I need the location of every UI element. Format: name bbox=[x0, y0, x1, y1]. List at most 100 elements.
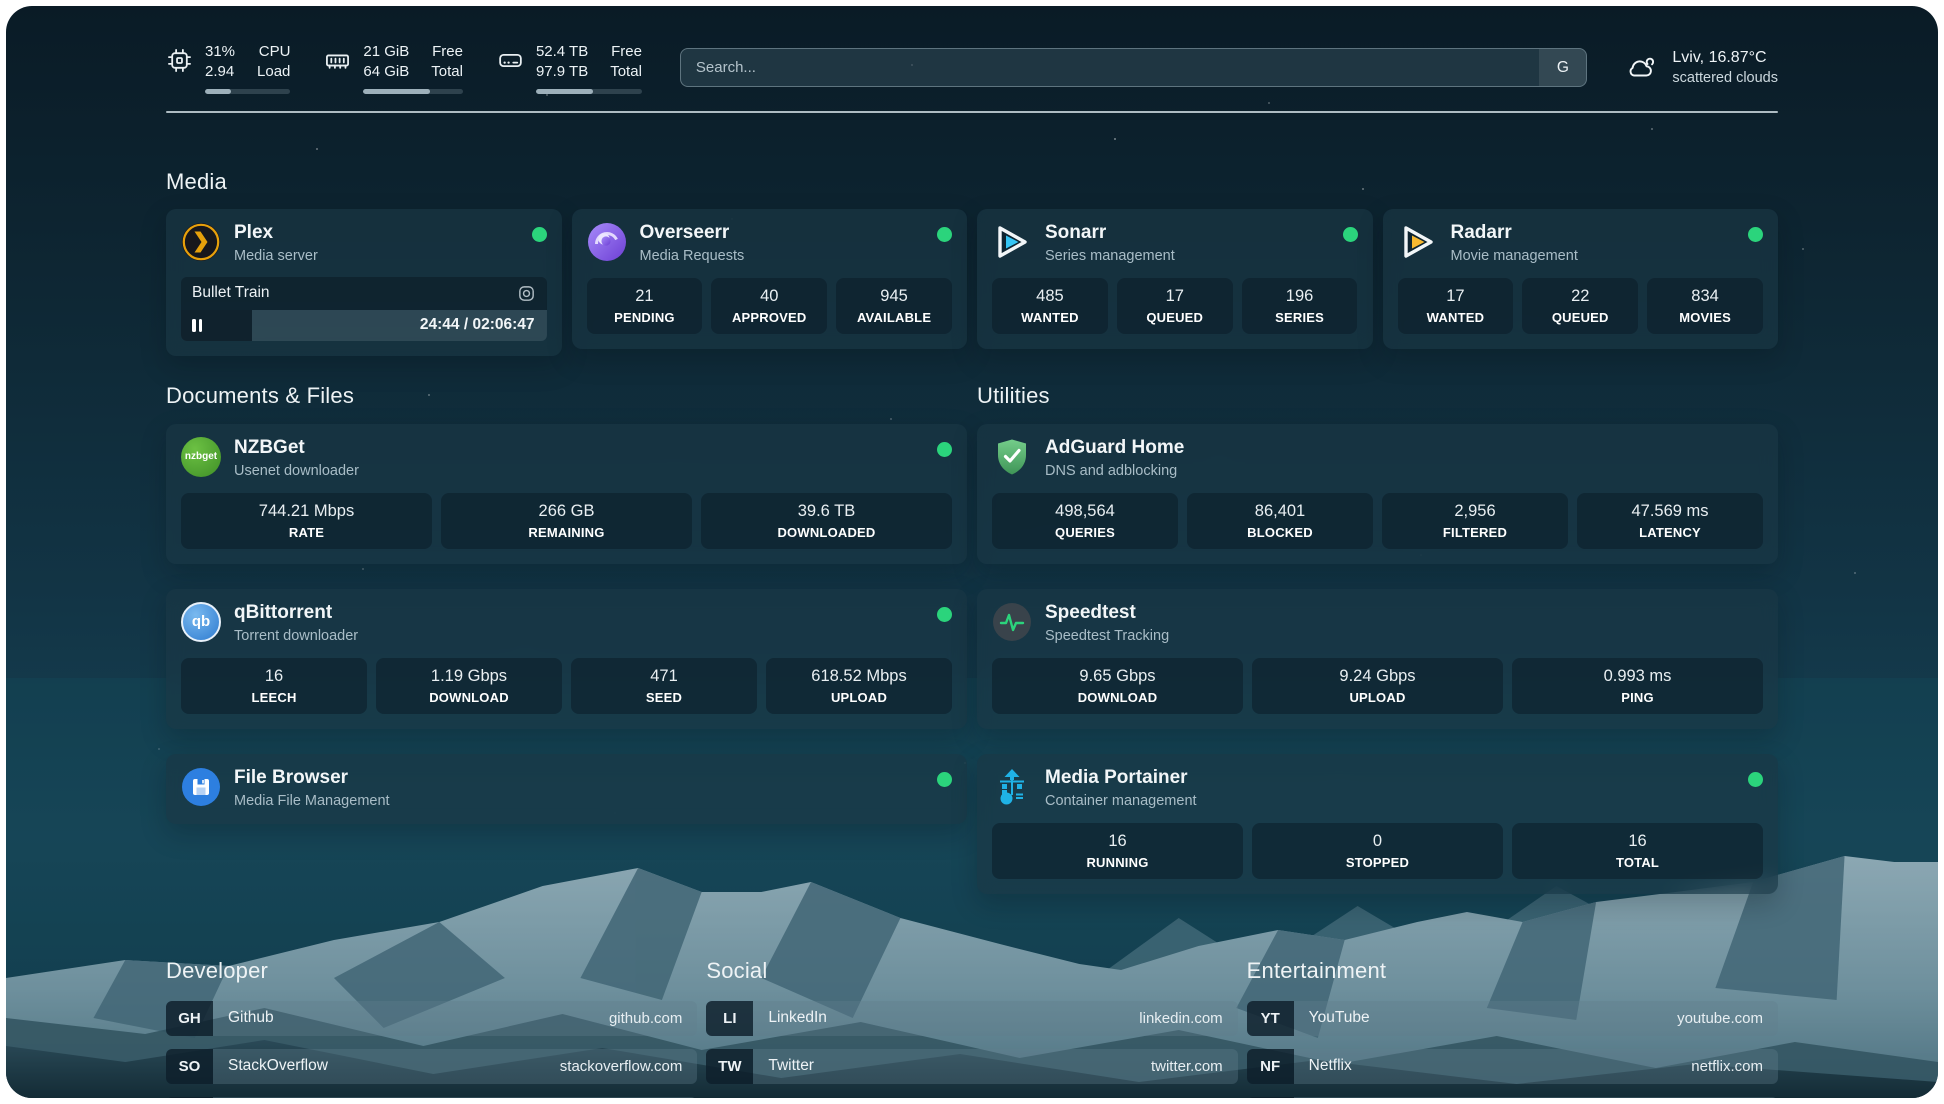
cpu-load-label: Load bbox=[257, 62, 291, 80]
cpu-label: CPU bbox=[258, 43, 291, 60]
dashboard-screen: 31% 2.94 CPU Load bbox=[6, 6, 1938, 1098]
hard-drive-icon bbox=[499, 53, 522, 68]
bookmark-linkedin[interactable]: LI LinkedIn linkedin.com bbox=[706, 1000, 1238, 1036]
bookmark-youtube[interactable]: YT YouTube youtube.com bbox=[1246, 1000, 1778, 1036]
stats-row: 21 PENDING 40 APPROVED 945 AVAILABLE bbox=[586, 277, 953, 334]
bookmark-label: Twitter bbox=[768, 1057, 814, 1075]
stat-upload: 618.52 Mbps UPLOAD bbox=[766, 657, 952, 714]
bookmark-twitter[interactable]: TW Twitter twitter.com bbox=[706, 1048, 1238, 1084]
bookmark-abbr: LI bbox=[706, 1000, 754, 1036]
app-description: Media server bbox=[234, 247, 318, 264]
stat-queries: 498,564 QUERIES bbox=[992, 492, 1178, 549]
bookmark-abbr: TW bbox=[706, 1048, 754, 1084]
sonarr-icon bbox=[992, 222, 1032, 262]
app-card-plex[interactable]: Plex Media server Bullet Train bbox=[166, 208, 562, 356]
app-name: File Browser bbox=[234, 766, 349, 788]
app-card-radarr[interactable]: Radarr Movie management 17 WANTED 22 QUE… bbox=[1382, 208, 1778, 349]
app-name: qBittorrent bbox=[234, 601, 333, 623]
memory-total-label: Total bbox=[431, 62, 463, 80]
app-card-speedtest[interactable]: Speedtest Speedtest Tracking 9.65 Gbps D… bbox=[977, 588, 1778, 729]
app-card-adguard[interactable]: AdGuard Home DNS and adblocking 498,564 … bbox=[977, 423, 1778, 564]
disk-free-value: 52.4 TB bbox=[535, 43, 589, 60]
app-name: Overseerr bbox=[639, 221, 730, 243]
app-card-filebrowser[interactable]: File Browser Media File Management bbox=[166, 753, 967, 824]
app-description: Torrent downloader bbox=[234, 627, 359, 644]
mountain-background bbox=[6, 678, 1938, 1098]
bookmark-github[interactable]: GH Github github.com bbox=[166, 1000, 698, 1036]
media-card-grid: Plex Media server Bullet Train bbox=[166, 208, 1778, 356]
bookmark-stackoverflow[interactable]: SO StackOverflow stackoverflow.com bbox=[166, 1048, 698, 1084]
nzbget-icon: nzbget bbox=[181, 436, 221, 477]
stat-approved: 40 APPROVED bbox=[711, 277, 828, 334]
app-name: Media Portainer bbox=[1045, 766, 1188, 788]
stat-movies: 834 MOVIES bbox=[1647, 277, 1763, 334]
stats-row: 498,564 QUERIES 86,401 BLOCKED 2,956 FIL… bbox=[992, 492, 1763, 549]
app-card-sonarr[interactable]: Sonarr Series management 485 WANTED 17 Q… bbox=[977, 208, 1373, 349]
stat-wanted: 17 WANTED bbox=[1397, 277, 1514, 334]
documents-column: Documents & Files nzbget NZBGet Usenet d… bbox=[166, 383, 967, 824]
app-card-overseerr[interactable]: Overseerr Media Requests 21 PENDING 40 A… bbox=[571, 208, 967, 349]
app-name: AdGuard Home bbox=[1045, 436, 1185, 458]
bookmark-label: Netflix bbox=[1308, 1057, 1352, 1075]
playback-progress-bar[interactable]: 24:44 / 02:06:47 bbox=[181, 309, 547, 341]
bookmark-url: stackoverflow.com bbox=[559, 1057, 683, 1075]
bookmark-abbr: RE bbox=[1246, 1096, 1294, 1098]
cpu-percent: 31% bbox=[205, 43, 236, 60]
now-playing-bar: Bullet Train bbox=[181, 276, 547, 310]
stat-total: 16 TOTAL bbox=[1512, 822, 1763, 879]
bookmark-url: netflix.com bbox=[1691, 1057, 1763, 1075]
portainer-crane-icon bbox=[992, 767, 1032, 807]
status-online-dot bbox=[937, 771, 952, 787]
ram-icon bbox=[326, 54, 350, 69]
status-online-dot bbox=[937, 606, 952, 622]
disk-progress-bar bbox=[535, 88, 642, 94]
stat-available: 945 AVAILABLE bbox=[836, 277, 952, 334]
radarr-icon bbox=[1398, 222, 1438, 262]
weather-widget[interactable]: Lviv, 16.87°C scattered clouds bbox=[1625, 48, 1778, 88]
stat-ping: 0.993 ms PING bbox=[1512, 657, 1763, 714]
app-card-portainer[interactable]: Media Portainer Container management 16 … bbox=[977, 753, 1778, 894]
session-info-icon[interactable] bbox=[517, 284, 536, 303]
section-heading-utilities: Utilities bbox=[977, 382, 1050, 408]
stat-pending: 21 PENDING bbox=[586, 277, 703, 334]
adguard-shield-icon bbox=[992, 437, 1032, 477]
stat-blocked: 86,401 BLOCKED bbox=[1187, 492, 1373, 549]
bookmark-dev-to[interactable]: DT DEV dev.to bbox=[166, 1096, 698, 1098]
stat-leech: 16 LEECH bbox=[181, 657, 367, 714]
pause-icon[interactable] bbox=[192, 318, 202, 332]
app-card-nzbget[interactable]: nzbget NZBGet Usenet downloader 744.21 M… bbox=[166, 423, 967, 564]
snow-specks bbox=[6, 6, 8, 8]
scattered-clouds-icon bbox=[1630, 58, 1655, 77]
app-name: Sonarr bbox=[1045, 221, 1107, 243]
status-online-dot bbox=[531, 226, 547, 242]
section-heading-documents: Documents & Files bbox=[166, 382, 355, 408]
stat-filtered: 2,956 FILTERED bbox=[1382, 492, 1568, 549]
speedtest-pulse-icon bbox=[992, 602, 1032, 642]
stat-running: 16 RUNNING bbox=[992, 822, 1243, 879]
memory-total-value: 64 GiB bbox=[363, 62, 410, 80]
stat-series: 196 SERIES bbox=[1241, 277, 1358, 334]
search-input[interactable] bbox=[680, 49, 1540, 87]
stats-row: 485 WANTED 17 QUEUED 196 SERIES bbox=[992, 277, 1358, 334]
qbittorrent-icon: qb bbox=[181, 601, 221, 642]
bookmark-reddit[interactable]: RE Reddit reddit.com bbox=[1246, 1096, 1778, 1098]
weather-condition: scattered clouds bbox=[1672, 69, 1778, 86]
section-heading-social: Social bbox=[706, 957, 768, 983]
search-engine-button[interactable]: G bbox=[1539, 49, 1587, 87]
app-card-qbittorrent[interactable]: qb qBittorrent Torrent downloader 16 LEE… bbox=[166, 588, 967, 729]
bookmark-abbr: YT bbox=[1246, 1000, 1294, 1036]
stat-rate: 744.21 Mbps RATE bbox=[181, 492, 432, 549]
app-description: Speedtest Tracking bbox=[1045, 627, 1170, 644]
section-heading-media: Media bbox=[166, 168, 227, 194]
stat-queued: 22 QUEUED bbox=[1522, 277, 1639, 334]
memory-free-value: 21 GiB bbox=[363, 43, 410, 60]
app-description: Series management bbox=[1045, 247, 1175, 264]
bookmarks-entertainment: Entertainment YT YouTube youtube.com NF … bbox=[1246, 957, 1778, 1098]
utilities-column: Utilities bbox=[977, 383, 1778, 894]
disk-widget: 52.4 TB 97.9 TB Free Total bbox=[497, 42, 642, 94]
app-description: Movie management bbox=[1450, 247, 1578, 264]
topbar-divider bbox=[166, 110, 1778, 113]
section-heading-entertainment: Entertainment bbox=[1246, 957, 1387, 983]
bookmark-netflix[interactable]: NF Netflix netflix.com bbox=[1246, 1048, 1778, 1084]
status-online-dot bbox=[937, 226, 952, 242]
